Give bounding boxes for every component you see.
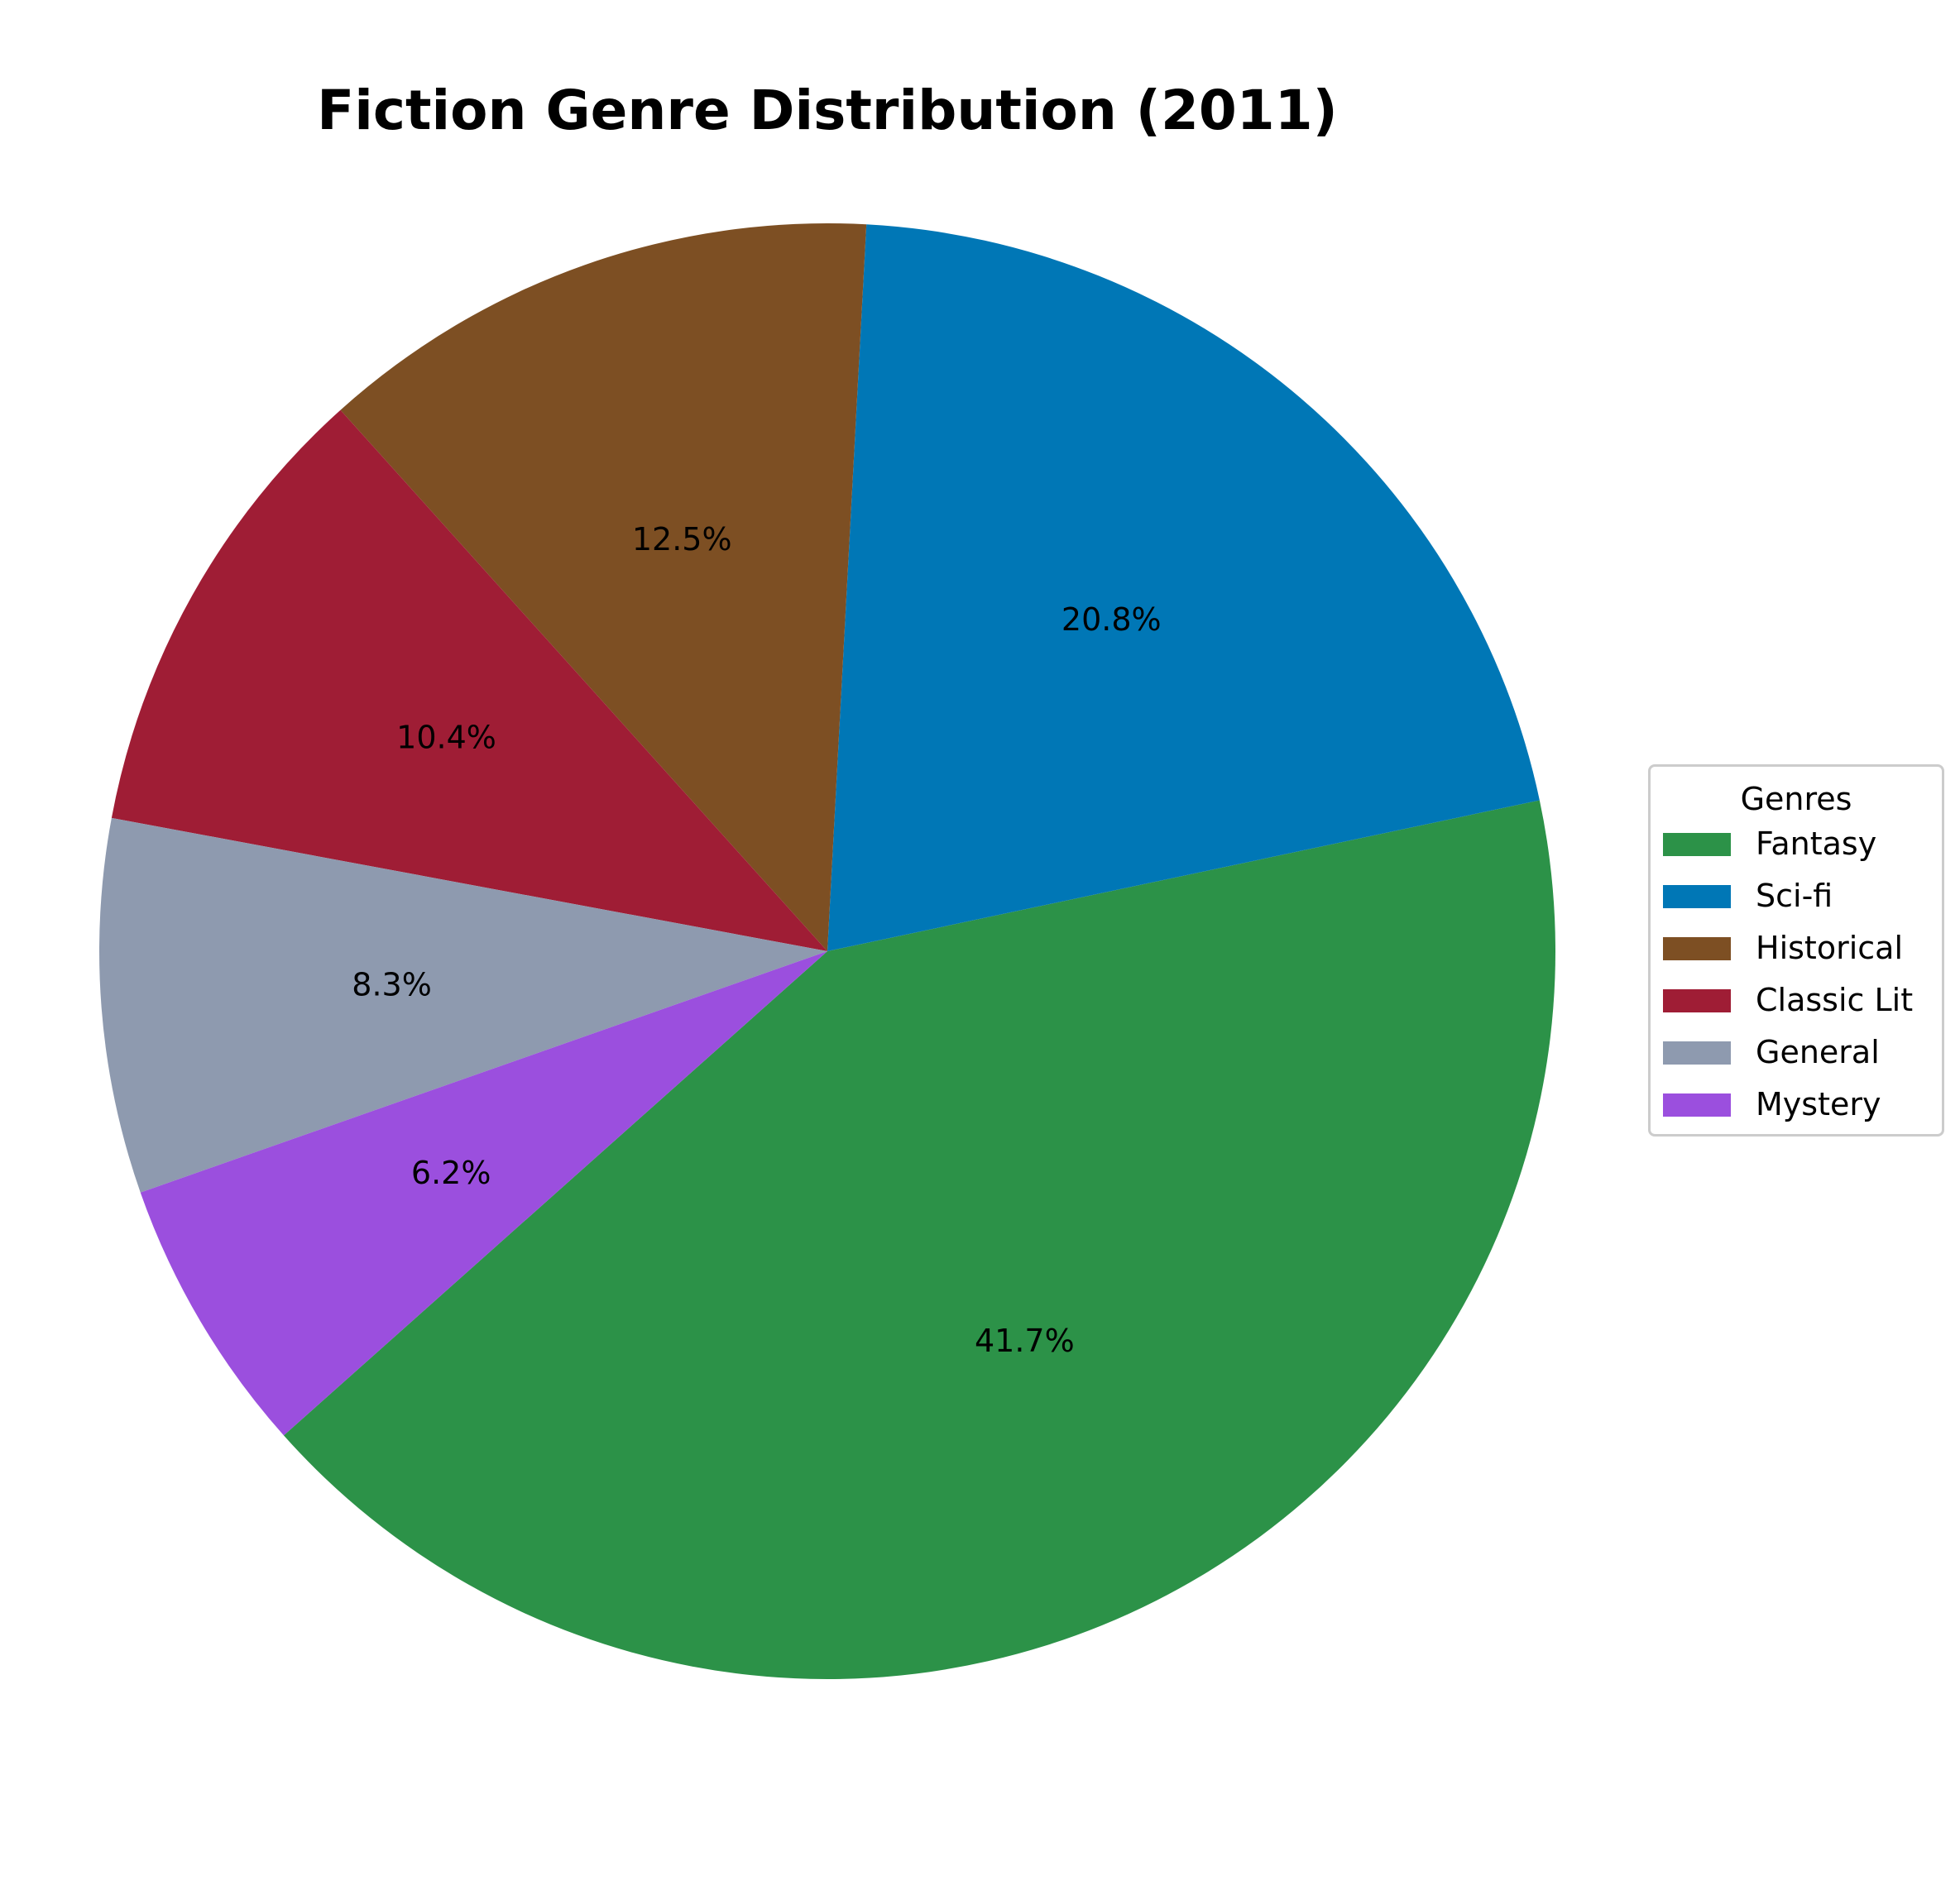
legend-item: Fantasy <box>1651 820 1942 872</box>
pie-slice-label: 8.3% <box>352 967 432 1003</box>
legend-item: Historical <box>1651 924 1942 976</box>
legend-label: Sci-fi <box>1756 878 1833 914</box>
legend-label: Fantasy <box>1756 825 1877 862</box>
pie-slice-label: 10.4% <box>396 720 496 756</box>
legend-swatch <box>1663 1041 1731 1065</box>
pie-slice-label: 6.2% <box>411 1155 491 1191</box>
legend-label: Mystery <box>1756 1086 1881 1122</box>
legend-item: General <box>1651 1028 1942 1080</box>
pie-slice-mystery <box>140 951 827 1436</box>
pie-slice-classic-lit <box>111 409 827 951</box>
legend-item: Mystery <box>1651 1080 1942 1132</box>
legend-title: Genres <box>1740 781 1852 817</box>
pie-slice-label: 20.8% <box>1061 601 1162 638</box>
chart-title: Fiction Genre Distribution (2011) <box>317 79 1338 142</box>
legend-swatch <box>1663 833 1731 856</box>
pie-slices <box>98 223 1556 1680</box>
pie-slice-fantasy <box>283 800 1556 1680</box>
legend-swatch <box>1663 989 1731 1012</box>
pie-slice-label: 12.5% <box>632 521 732 557</box>
legend-swatch <box>1663 885 1731 908</box>
legend-label: Historical <box>1756 930 1903 966</box>
pie-slice-label: 41.7% <box>975 1323 1075 1359</box>
legend-swatch <box>1663 1093 1731 1117</box>
legend-label: Classic Lit <box>1756 982 1914 1018</box>
pie-slice-sci-fi <box>827 224 1540 952</box>
legend-item: Classic Lit <box>1651 976 1942 1028</box>
pie-slice-general <box>98 817 827 1193</box>
legend: Genres Fantasy Sci-fi Historical Classic Li… <box>1648 764 1944 1137</box>
legend-items: Fantasy Sci-fi Historical Classic Lit Genera… <box>1651 820 1942 1132</box>
legend-item: Sci-fi <box>1651 872 1942 924</box>
pie-labels: 41.7% 20.8% 12.5% 10.4% 8.3% 6.2% <box>352 521 1161 1359</box>
pie-slice-historical <box>340 223 867 952</box>
legend-label: General <box>1756 1034 1880 1070</box>
legend-swatch <box>1663 937 1731 960</box>
